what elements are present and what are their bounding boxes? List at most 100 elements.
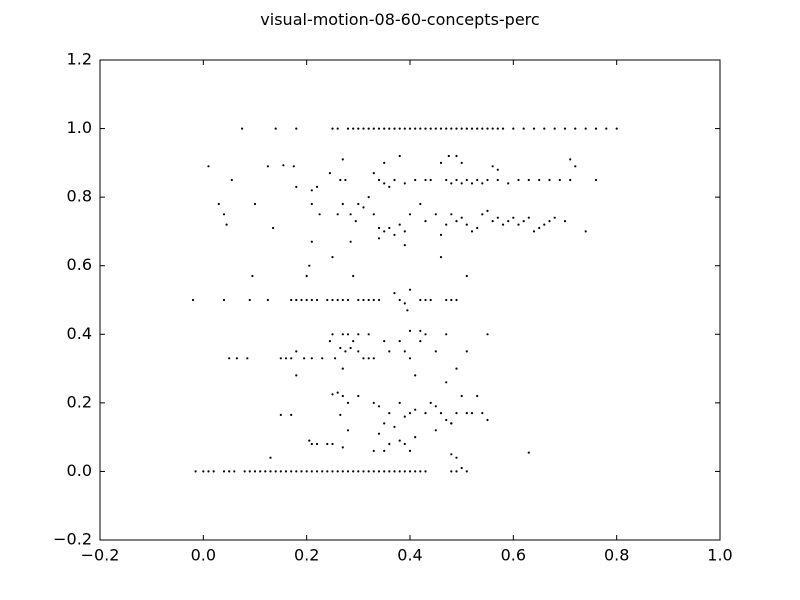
- scatter-point: [279, 470, 282, 473]
- scatter-point: [460, 161, 463, 164]
- scatter-point: [357, 298, 360, 302]
- scatter-point: [439, 256, 443, 259]
- scatter-point: [367, 196, 370, 199]
- scatter-point: [321, 470, 324, 473]
- scatter-point: [328, 172, 331, 175]
- scatter-point: [615, 127, 618, 130]
- scatter-point: [563, 127, 567, 130]
- scatter-point: [377, 405, 381, 408]
- scatter-point: [398, 154, 401, 158]
- scatter-point: [398, 298, 401, 302]
- scatter-point: [419, 202, 422, 206]
- scatter-point: [455, 154, 458, 158]
- scatter-point: [295, 298, 298, 302]
- scatter-point: [491, 220, 494, 223]
- scatter-point: [336, 127, 339, 130]
- scatter-point: [486, 418, 489, 422]
- scatter-point: [393, 425, 396, 428]
- scatter-point: [486, 209, 489, 212]
- scatter-point: [377, 432, 381, 435]
- scatter-point: [377, 237, 381, 240]
- x-tick-label: 0.2: [294, 546, 319, 565]
- scatter-point: [419, 298, 422, 302]
- scatter-point: [445, 178, 448, 182]
- scatter-point: [450, 182, 453, 185]
- scatter-point: [303, 357, 306, 360]
- scatter-point: [222, 213, 226, 216]
- scatter-point: [450, 298, 453, 302]
- scatter-point: [295, 127, 298, 130]
- scatter-point: [434, 405, 437, 408]
- scatter-point: [228, 470, 231, 473]
- scatter-point: [455, 456, 458, 459]
- scatter-point: [403, 302, 406, 305]
- scatter-point: [222, 470, 226, 473]
- scatter-point: [336, 391, 339, 394]
- scatter-point: [310, 442, 313, 446]
- scatter-point: [512, 216, 515, 219]
- scatter-point: [341, 158, 344, 161]
- scatter-point: [574, 165, 577, 168]
- scatter-point: [388, 350, 391, 353]
- scatter-point: [470, 230, 474, 233]
- scatter-point: [408, 329, 412, 332]
- scatter-point: [308, 439, 311, 442]
- scatter-point: [383, 340, 386, 343]
- scatter-point: [419, 470, 422, 473]
- scatter-point: [450, 470, 453, 473]
- scatter-point: [393, 178, 396, 182]
- scatter-point: [357, 470, 360, 473]
- scatter-point: [310, 189, 313, 192]
- scatter-point: [434, 350, 437, 353]
- scatter-point: [383, 470, 386, 473]
- scatter-point: [455, 367, 458, 370]
- scatter-point: [388, 412, 391, 415]
- scatter-point: [496, 178, 499, 182]
- scatter-point: [470, 182, 474, 185]
- scatter-point: [455, 178, 458, 182]
- scatter-point: [248, 298, 251, 302]
- scatter-point: [331, 127, 334, 130]
- scatter-point: [424, 298, 427, 302]
- scatter-point: [305, 470, 308, 473]
- scatter-point: [398, 401, 401, 404]
- scatter-point: [246, 357, 249, 360]
- scatter-point: [522, 127, 525, 130]
- scatter-point: [517, 223, 520, 226]
- scatter-point: [326, 470, 329, 473]
- scatter-point: [279, 413, 282, 416]
- scatter-point: [266, 298, 269, 302]
- scatter-point: [253, 470, 257, 473]
- scatter-point: [282, 164, 285, 167]
- scatter-point: [352, 127, 355, 130]
- scatter-point: [481, 412, 484, 415]
- scatter-point: [465, 178, 468, 182]
- scatter-point: [331, 470, 334, 473]
- y-tick-label: 0.2: [67, 392, 92, 411]
- scatter-point: [569, 158, 572, 161]
- scatter-point: [290, 470, 293, 473]
- scatter-point: [341, 446, 344, 449]
- scatter-point: [274, 470, 277, 473]
- scatter-point: [339, 413, 342, 416]
- y-tick-label: 0.0: [67, 461, 92, 480]
- scatter-point: [434, 127, 437, 130]
- scatter-point: [279, 357, 282, 360]
- scatter-point: [284, 357, 288, 360]
- scatter-point: [344, 178, 347, 182]
- scatter-point: [527, 216, 530, 219]
- scatter-point: [553, 127, 556, 130]
- scatter-point: [331, 442, 334, 446]
- scatter-point: [346, 298, 350, 302]
- scatter-point: [455, 412, 458, 415]
- scatter-point: [455, 298, 458, 302]
- scatter-point: [414, 436, 417, 439]
- scatter-point: [455, 470, 458, 473]
- scatter-point: [414, 127, 417, 130]
- scatter-point: [486, 127, 489, 130]
- scatter-point: [372, 172, 375, 175]
- scatter-point: [202, 470, 205, 473]
- scatter-point: [414, 178, 417, 182]
- scatter-point: [548, 178, 551, 182]
